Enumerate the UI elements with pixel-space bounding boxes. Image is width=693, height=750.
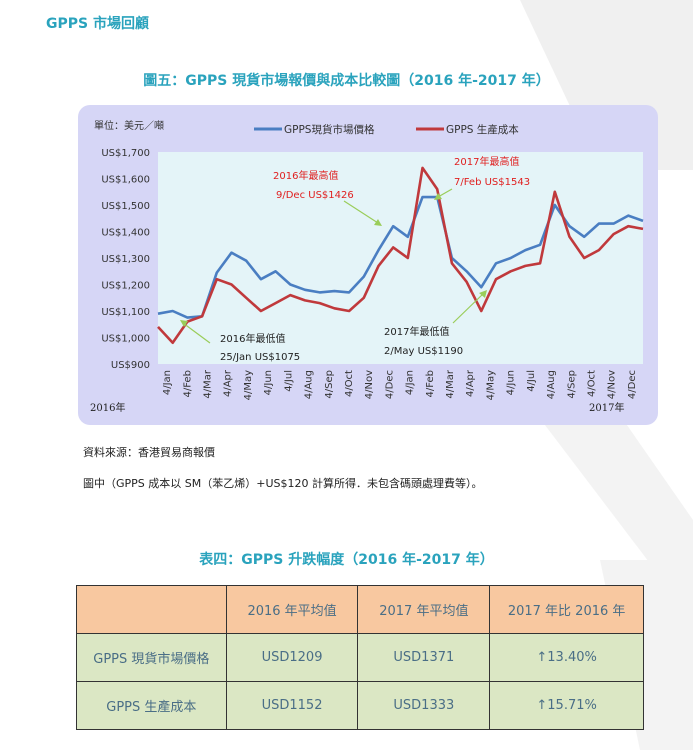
price-cost-chart: 單位：美元／噸 GPPS現貨市場價格 GPPS 生產成本 US$1,700US$… <box>90 119 644 414</box>
row-label: GPPS 現貨市場價格 <box>76 633 227 682</box>
x-tick-label: 4/Jun <box>506 370 517 395</box>
annotation-2017-low-arrowhead <box>479 290 487 298</box>
x-tick-label: 4/Sep <box>566 370 577 399</box>
annotation-2017-low-arrow <box>452 292 485 324</box>
annotation-2016-high-line2: 9/Dec US$1426 <box>276 190 354 201</box>
row-change: ↑15.71% <box>489 681 644 730</box>
annotation-2016-high-arrow <box>343 200 379 224</box>
y-axis: US$1,700 US$1,600 US$1,500 US$1,400 US$1,300… <box>101 148 150 371</box>
row-value-2016: USD1209 <box>225 633 359 682</box>
annotation-2016-high-line1: 2016年最高值 <box>273 169 338 182</box>
row-value-2017: USD1333 <box>357 681 491 730</box>
calculation-note: 圖中（GPPS 成本以 SM（苯乙烯）+US$120 計算所得．未包含碼頭處理費… <box>83 477 483 490</box>
x-tick-label: 4/Dec <box>384 370 395 399</box>
annotation-2017-high-arrowhead <box>434 193 442 200</box>
table-row: GPPS 現貨市場價格 USD1209 USD1371 ↑13.40% <box>76 633 644 682</box>
header-cell-2017: 2017 年平均值 <box>357 585 491 634</box>
x-tick-label: 4/Nov <box>607 370 618 399</box>
y-tick-label: US$1,500 <box>101 201 150 212</box>
x-tick-label: 4/Jan <box>405 370 416 395</box>
x-tick-label: 4/May <box>243 370 254 400</box>
y-tick-label: US$1,300 <box>101 254 150 265</box>
annotation-2016-high: 2016年最高值 9/Dec US$1426 <box>273 169 382 226</box>
x-tick-label: 4/Jun <box>263 370 274 395</box>
y-tick-label: US$1,700 <box>101 148 150 159</box>
x-tick-label: 4/Mar <box>203 369 214 398</box>
cost-series-line <box>157 166 644 345</box>
table-title: 表四：GPPS 升跌幅度（2016 年-2017 年） <box>199 552 494 568</box>
x-tick-label: 4/Jul <box>283 370 294 392</box>
x-tick-label: 4/May <box>485 370 496 400</box>
annotation-2017-high: 2017年最高值 7/Feb US$1543 <box>434 155 530 200</box>
section-title: GPPS 市場回顧 <box>46 16 149 32</box>
y-tick-label: US$1,000 <box>101 334 150 345</box>
x-tick-label: 4/Aug <box>304 370 315 399</box>
annotation-2017-high-line1: 2017年最高值 <box>454 155 519 168</box>
figure-title: 圖五：GPPS 現貨市場報價與成本比較圖（2016 年-2017 年） <box>143 73 550 89</box>
x-tick-label: 4/Apr <box>465 369 476 397</box>
unit-label: 單位：美元／噸 <box>94 119 164 132</box>
annotation-2017-low-line2: 2/May US$1190 <box>384 346 463 357</box>
x-tick-label: 4/Nov <box>364 370 375 399</box>
annotation-2016-low: 2016年最低值 25/Jan US$1075 <box>180 320 300 363</box>
x-tick-label: 4/Feb <box>425 370 436 397</box>
source-note: 資料來源：香港貿易商報價 <box>83 446 215 459</box>
row-change: ↑13.40% <box>489 633 644 682</box>
chart-panel: 單位：美元／噸 GPPS現貨市場價格 GPPS 生產成本 US$1,700 US$… <box>78 105 658 425</box>
x-tick-label: 4/Jan <box>162 370 173 395</box>
y-tick-label: US$1,600 <box>101 175 150 186</box>
x-axis: 4/Jan 4/Feb 4/Mar 4/Apr 4/May 4/Jun 4/Jul 4/Aug… <box>162 369 638 400</box>
annotation-2017-high-line2: 7/Feb US$1543 <box>454 177 530 188</box>
y-tick-label: US$1,400 <box>101 228 150 239</box>
x-tick-label: 4/Oct <box>344 370 355 397</box>
x-tick-label: 4/Feb <box>182 370 193 397</box>
annotation-2017-high-arrow <box>437 188 453 198</box>
x-tick-label: 4/Sep <box>324 370 335 399</box>
x-tick-label: 4/Aug <box>546 370 557 399</box>
y-tick-label: US$900 <box>111 360 150 371</box>
x-tick-label: 4/Oct <box>586 370 597 397</box>
annotation-2016-low-line1: 2016年最低值 <box>220 332 285 345</box>
x-tick-label: 4/Jul <box>526 370 537 392</box>
year-end-label: 2017年 <box>589 401 624 414</box>
annotation-2016-low-line2: 25/Jan US$1075 <box>220 352 300 363</box>
comparison-table: 2016 年平均值 2017 年平均值 2017 年比 2016 年 GPPS … <box>76 585 644 730</box>
header-cell-change: 2017 年比 2016 年 <box>489 585 644 634</box>
row-label: GPPS 生產成本 <box>76 681 227 730</box>
row-value-2016: USD1152 <box>225 681 359 730</box>
x-tick-label: 4/Apr <box>223 369 234 397</box>
annotation-2017-low: 2017年最低值 2/May US$1190 <box>384 290 487 357</box>
year-start-label: 2016年 <box>90 401 125 414</box>
x-tick-label: 4/Mar <box>445 369 456 398</box>
y-tick-label: US$1,100 <box>101 307 150 318</box>
table-header-row: 2016 年平均值 2017 年平均值 2017 年比 2016 年 <box>76 585 644 634</box>
legend-cost-label: GPPS 生產成本 <box>446 123 519 136</box>
table-row: GPPS 生產成本 USD1152 USD1333 ↑15.71% <box>76 681 644 730</box>
series-layer <box>157 166 644 345</box>
annotation-2016-high-arrowhead <box>374 219 382 226</box>
header-cell-2016: 2016 年平均值 <box>225 585 359 634</box>
annotation-2016-low-arrow <box>182 322 211 344</box>
y-tick-label: US$1,200 <box>101 281 150 292</box>
annotation-2017-low-line1: 2017年最低值 <box>384 325 449 338</box>
annotation-2016-low-arrowhead <box>180 320 188 327</box>
row-value-2017: USD1371 <box>357 633 491 682</box>
x-tick-label: 4/Dec <box>627 370 638 399</box>
header-cell-empty <box>76 585 227 634</box>
legend-price-label: GPPS現貨市場價格 <box>284 123 375 136</box>
legend: GPPS現貨市場價格 GPPS 生產成本 <box>254 123 519 136</box>
